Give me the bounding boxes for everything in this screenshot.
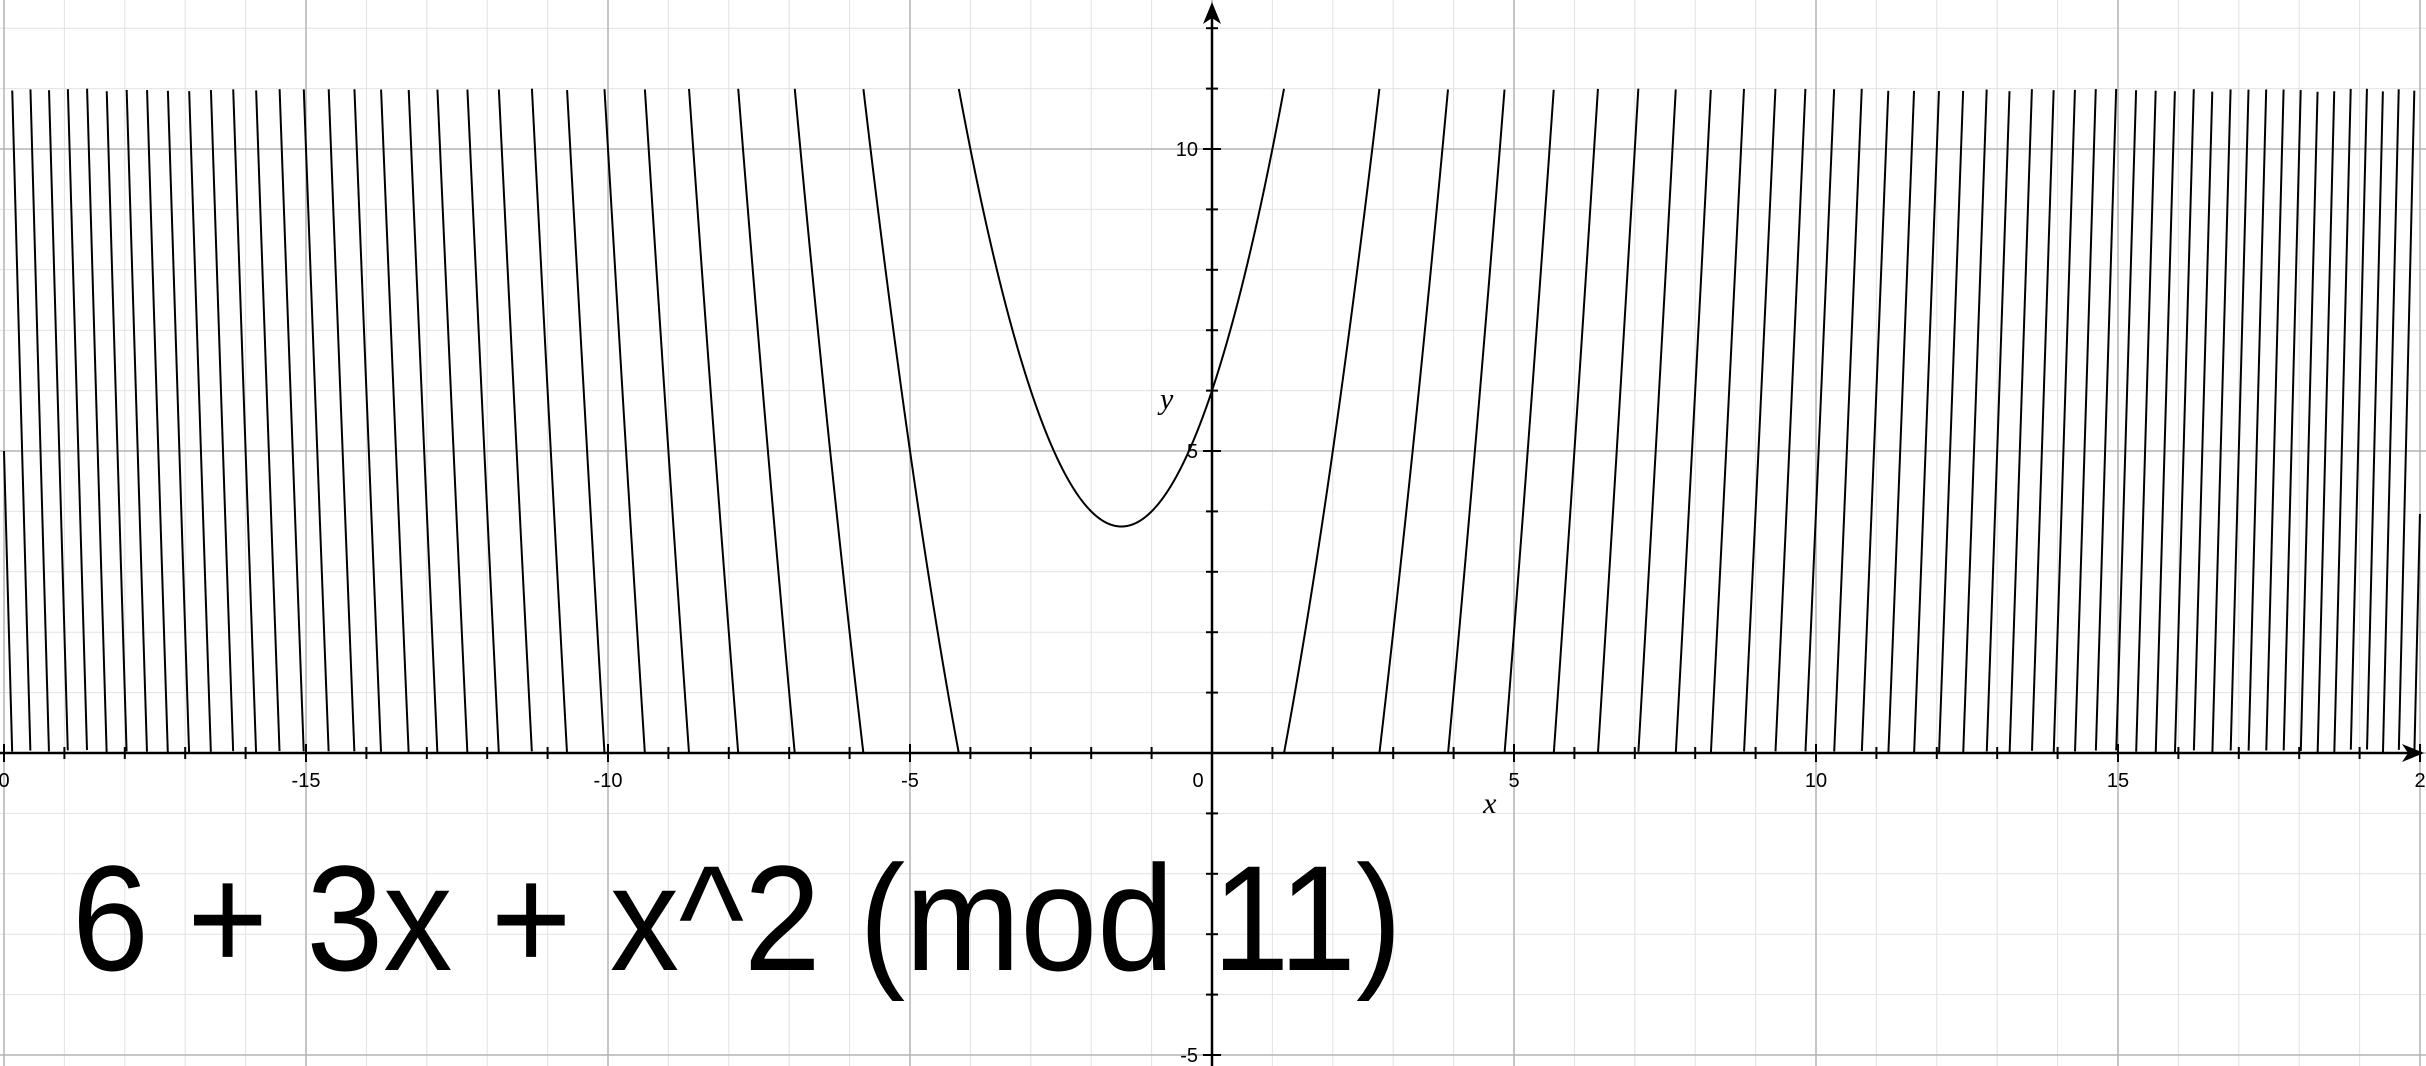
curve-branch [643, 89, 690, 753]
curve-branch [2366, 91, 2384, 750]
y-tick-label: 10 [1176, 139, 1198, 161]
curve-branch [2135, 90, 2157, 752]
curve-branch [1804, 89, 1836, 752]
y-axis-title: y [1157, 383, 1174, 416]
function-curves [3, 88, 2421, 754]
curve-branch [278, 89, 305, 752]
x-axis-arrow-icon [2402, 744, 2424, 762]
x-tick-label: -10 [594, 770, 623, 792]
curve-branch [2413, 513, 2421, 752]
curve-branch [1743, 88, 1777, 752]
curve-branch [1637, 89, 1677, 752]
curve-branch [530, 88, 568, 753]
curve-branch [1709, 88, 1745, 753]
curve-branch [29, 89, 50, 752]
curve-branch [1503, 89, 1555, 753]
curve-branch [2282, 90, 2302, 751]
y-axis-arrow-icon [1203, 2, 1221, 24]
curve-branch [2030, 90, 2055, 751]
curve-branch [436, 89, 469, 753]
curve-branch [232, 89, 258, 753]
curve-branch [2154, 91, 2176, 753]
curve-branch [2008, 89, 2033, 753]
x-tick-label: -5 [901, 770, 919, 792]
curve-branch [466, 89, 500, 753]
x-tick-label: 10 [1805, 770, 1827, 792]
curve-branch [1985, 91, 2011, 752]
curve-branch [2333, 88, 2352, 753]
curve-branch [497, 89, 533, 752]
curve-branch [3, 450, 14, 752]
curve-branch [2192, 91, 2214, 751]
axis-ticks [3, 27, 2421, 1056]
curve-branch [2052, 89, 2076, 752]
curve-branch [2229, 89, 2250, 751]
curve-branch [11, 90, 32, 751]
curve-branch [2381, 89, 2400, 753]
curve-branch [1597, 88, 1640, 752]
x-tick-label: -15 [292, 770, 321, 792]
curve-branch [209, 90, 235, 752]
x-tick-label: 0 [0, 770, 10, 792]
curve-branch [1913, 90, 1940, 753]
curve-branch [2349, 88, 2368, 750]
curve-branch [566, 89, 606, 753]
curve-branch [105, 91, 128, 752]
x-tick-label: 5 [1508, 770, 1519, 792]
x-tick-label: 15 [2107, 770, 2129, 792]
curve-branch [380, 89, 410, 753]
curve-branch [66, 89, 88, 751]
x-tick-label: 0 [1192, 770, 1203, 792]
curve-branch [146, 90, 169, 753]
curve-branch [2115, 90, 2138, 751]
curve-branch [125, 89, 148, 752]
curve-branch [2094, 88, 2118, 751]
curve-branch [1833, 88, 1863, 752]
curve-branch [1674, 89, 1712, 753]
tick-labels: 0 -15 -10 -5 0 5 10 15 2 -5 5 10 [0, 139, 2426, 1066]
curve-branch [407, 89, 439, 753]
curve-branch [2316, 91, 2336, 753]
curve-branch [86, 88, 108, 753]
curve-branch [793, 88, 865, 753]
curve-branch [2397, 90, 2416, 750]
chart-title: 6 + 3x + x^2 (mod 11) [72, 834, 1402, 1002]
curve-branch [1860, 90, 1890, 752]
curve-branch [603, 89, 646, 753]
curve-branch [1887, 90, 1916, 753]
curve-branch [1774, 88, 1807, 752]
curve-branch [2074, 89, 2097, 752]
curve-branch [1447, 89, 1506, 753]
curve-branch [2211, 89, 2232, 753]
curve-branch [1552, 88, 1599, 753]
curve-branch [688, 88, 740, 753]
y-tick-label: -5 [1180, 1045, 1198, 1066]
curve-branch [1378, 89, 1449, 753]
curve-branch [302, 89, 330, 752]
curve-branch [2265, 89, 2285, 751]
curve-branch [327, 89, 356, 752]
curve-branch [353, 89, 382, 752]
curve-branch [188, 91, 212, 752]
y-tick-label: 5 [1187, 441, 1198, 463]
curve-branch [737, 88, 796, 753]
curve-branch [2299, 91, 2319, 751]
curve-branch [862, 89, 960, 754]
x-tick-label: 2 [2414, 770, 2425, 792]
curve-branch [957, 88, 1285, 528]
curve-branch [2247, 89, 2268, 751]
curve-branch [255, 90, 281, 752]
curve-branch [1962, 89, 1988, 753]
curve-branch [166, 90, 191, 753]
curve-branch [1938, 90, 1965, 754]
curve-branch [2173, 89, 2195, 753]
x-axis-title: x [1482, 787, 1497, 820]
curve-branch [48, 90, 69, 751]
curve-branch [1283, 88, 1381, 753]
